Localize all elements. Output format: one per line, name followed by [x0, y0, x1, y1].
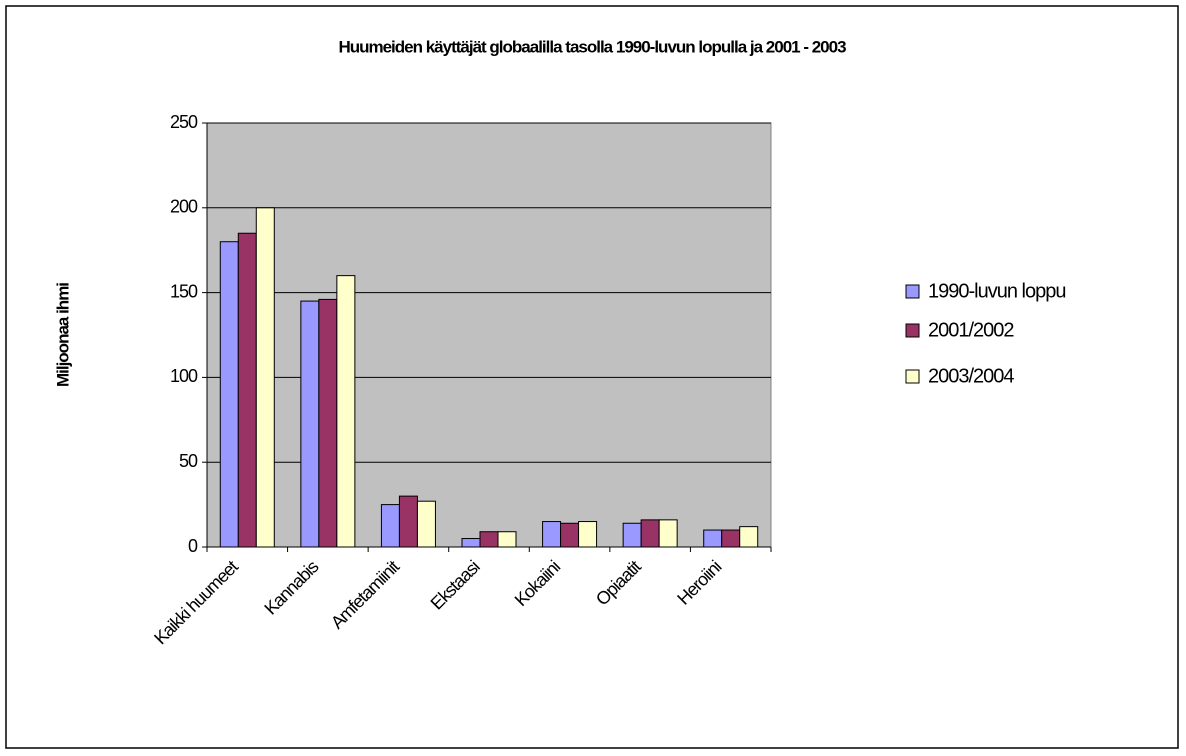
legend-label: 2001/2002	[928, 319, 1014, 341]
bar	[739, 526, 759, 548]
bar	[380, 504, 400, 548]
bar	[578, 521, 598, 548]
plot-area	[206, 122, 772, 548]
bar	[336, 275, 356, 548]
bar	[703, 529, 723, 548]
bar	[416, 500, 436, 548]
y-axis-label: Miljoonaa ihmi	[53, 283, 72, 387]
y-tick-label: 0	[188, 536, 198, 556]
bar	[255, 207, 275, 548]
bar	[658, 519, 678, 548]
y-tick-label: 50	[179, 451, 198, 471]
bar	[300, 300, 320, 548]
legend-swatch	[905, 323, 920, 338]
chart-title: Huumeiden käyttäjät globaalilla tasolla …	[338, 37, 846, 56]
y-tick-label: 200	[170, 197, 198, 217]
bar	[398, 495, 418, 548]
legend-label: 1990-luvun loppu	[928, 280, 1065, 302]
legend-swatch	[905, 369, 920, 384]
bar	[721, 529, 741, 548]
bar	[560, 522, 580, 548]
y-tick-label: 250	[170, 112, 198, 132]
bar	[318, 298, 338, 548]
y-tick-label: 100	[170, 366, 198, 386]
legend-label: 2003/2004	[928, 365, 1014, 387]
bar	[479, 531, 499, 548]
bar	[461, 538, 481, 548]
bar	[640, 519, 660, 548]
bar	[237, 232, 257, 548]
legend-swatch	[905, 284, 920, 299]
y-tick-label: 150	[170, 281, 198, 301]
bar	[219, 241, 239, 548]
bar	[622, 522, 642, 548]
bar	[497, 531, 517, 548]
bar	[542, 521, 562, 548]
